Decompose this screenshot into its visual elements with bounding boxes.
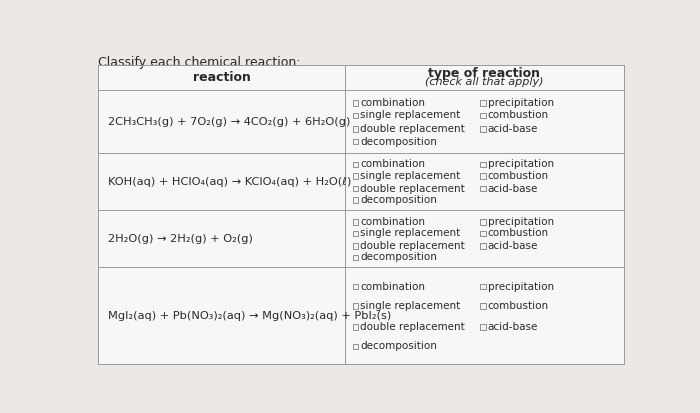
Text: (check all that apply): (check all that apply) [425, 77, 543, 87]
Bar [480, 186, 486, 191]
Bar [353, 186, 358, 191]
Text: 2H₂O(g) → 2H₂(g) + O₂(g): 2H₂O(g) → 2H₂(g) + O₂(g) [108, 234, 253, 244]
Bar [353, 344, 358, 349]
Text: combustion: combustion [488, 110, 549, 120]
Bar [480, 284, 486, 290]
Text: precipitation: precipitation [488, 282, 554, 292]
Text: single replacement: single replacement [360, 171, 460, 181]
Bar [480, 126, 486, 132]
Bar [353, 303, 358, 309]
Bar [353, 197, 358, 203]
Bar [480, 219, 486, 225]
Text: decomposition: decomposition [360, 195, 437, 205]
Bar [353, 139, 358, 144]
Text: decomposition: decomposition [360, 342, 437, 351]
Bar [480, 173, 486, 178]
Text: decomposition: decomposition [360, 137, 437, 147]
Bar [353, 243, 358, 249]
Text: KOH(aq) + HClO₄(aq) → KClO₄(aq) + H₂O(ℓ): KOH(aq) + HClO₄(aq) → KClO₄(aq) + H₂O(ℓ) [108, 177, 351, 187]
Text: single replacement: single replacement [360, 110, 460, 120]
Bar [480, 243, 486, 249]
Bar [353, 173, 358, 178]
Text: precipitation: precipitation [488, 98, 554, 108]
Text: 2CH₃CH₃(g) + 7O₂(g) → 4CO₂(g) + 6H₂O(g): 2CH₃CH₃(g) + 7O₂(g) → 4CO₂(g) + 6H₂O(g) [108, 116, 350, 126]
Text: acid-base: acid-base [488, 322, 538, 332]
Text: double replacement: double replacement [360, 124, 465, 134]
Bar [353, 254, 358, 260]
Text: combustion: combustion [488, 171, 549, 181]
Bar [353, 284, 358, 290]
Text: combustion: combustion [488, 301, 549, 311]
Text: combination: combination [360, 159, 425, 169]
Text: precipitation: precipitation [488, 217, 554, 227]
Bar [353, 219, 358, 225]
Bar [353, 161, 358, 167]
Text: combination: combination [360, 282, 425, 292]
Text: double replacement: double replacement [360, 183, 465, 194]
Text: precipitation: precipitation [488, 159, 554, 169]
Text: double replacement: double replacement [360, 322, 465, 332]
Text: combustion: combustion [488, 228, 549, 238]
Bar [480, 303, 486, 309]
Bar [353, 230, 358, 236]
Text: decomposition: decomposition [360, 252, 437, 262]
Text: acid-base: acid-base [488, 124, 538, 134]
Text: single replacement: single replacement [360, 301, 460, 311]
Text: acid-base: acid-base [488, 183, 538, 194]
Bar [353, 126, 358, 132]
Bar [480, 325, 486, 330]
Text: Classify each chemical reaction:: Classify each chemical reaction: [98, 56, 301, 69]
Bar [353, 113, 358, 118]
Text: combination: combination [360, 98, 425, 108]
Bar [480, 113, 486, 118]
Text: MgI₂(aq) + Pb(NO₃)₂(aq) → Mg(NO₃)₂(aq) + PbI₂(s): MgI₂(aq) + Pb(NO₃)₂(aq) → Mg(NO₃)₂(aq) +… [108, 311, 391, 320]
Text: combination: combination [360, 217, 425, 227]
Bar [353, 100, 358, 106]
Text: type of reaction: type of reaction [428, 67, 540, 80]
Bar [480, 100, 486, 106]
Text: reaction: reaction [193, 71, 251, 84]
Bar [353, 325, 358, 330]
Text: acid-base: acid-base [488, 241, 538, 251]
Bar [480, 230, 486, 236]
Text: single replacement: single replacement [360, 228, 460, 238]
Bar [480, 161, 486, 167]
Text: double replacement: double replacement [360, 241, 465, 251]
